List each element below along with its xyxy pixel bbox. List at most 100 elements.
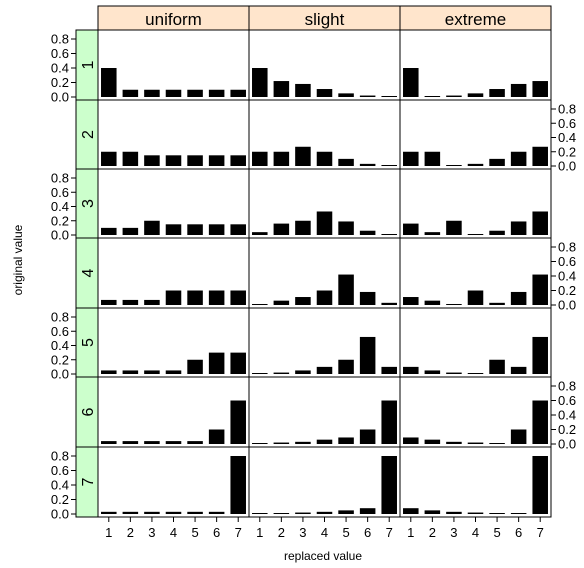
x-tick-label: 6 [515, 525, 522, 540]
y-tick-label: 0.2 [51, 213, 69, 228]
bar [446, 220, 462, 235]
column-strip [248, 5, 401, 31]
bar [532, 400, 548, 444]
bar [122, 89, 139, 97]
column-strip [97, 5, 250, 31]
y-tick-label: 0.8 [51, 449, 69, 464]
bar [467, 373, 484, 374]
x-tick-label: 4 [321, 525, 328, 540]
column-strip [399, 5, 552, 31]
bar [359, 336, 376, 374]
y-tick-label: 0.8 [51, 310, 69, 325]
y-tick-label: 0.4 [558, 408, 576, 423]
bar [338, 437, 354, 444]
y-tick-label: 0.0 [558, 298, 576, 313]
bar [208, 155, 225, 166]
bar [424, 370, 441, 374]
bar [489, 302, 505, 305]
bar [122, 511, 139, 514]
bar [381, 400, 397, 444]
bar [273, 372, 290, 374]
y-tick-label: 0.4 [51, 478, 69, 493]
bar [208, 224, 225, 235]
bar [144, 441, 160, 444]
bar [510, 83, 527, 97]
bar [403, 68, 419, 97]
y-tick-label: 0.6 [558, 116, 576, 131]
bar [295, 220, 311, 235]
bar [403, 366, 419, 374]
bar [273, 300, 290, 305]
bar [122, 227, 139, 235]
bar [338, 359, 354, 374]
column-strip-label: slight [305, 10, 345, 29]
bar [165, 155, 182, 166]
x-tick-label: 4 [170, 525, 177, 540]
x-tick-label: 1 [105, 525, 112, 540]
panel-frame [399, 376, 552, 448]
bar [295, 297, 311, 305]
y-tick-label: 0.4 [51, 199, 69, 214]
bar [532, 211, 548, 235]
row-strip-label: 5 [80, 338, 97, 347]
bar [122, 299, 139, 305]
x-tick-label: 6 [364, 525, 371, 540]
bar [510, 366, 527, 374]
bar [467, 442, 484, 444]
y-tick-label: 0.6 [558, 393, 576, 408]
y-tick-label: 0.2 [51, 352, 69, 367]
bar [381, 302, 397, 305]
bar [230, 89, 246, 97]
bar [510, 513, 527, 514]
bar [489, 513, 505, 514]
bar [316, 151, 333, 166]
bar [446, 95, 462, 97]
bar [424, 510, 441, 514]
bar [144, 511, 160, 514]
y-tick-label: 0.0 [51, 367, 69, 382]
bar [338, 221, 354, 235]
row-strip-label: 4 [80, 268, 97, 277]
bar [316, 439, 333, 444]
x-axis-label: replaced value [284, 549, 362, 563]
bar [446, 511, 462, 514]
bar [187, 224, 203, 235]
bar [403, 151, 419, 166]
bar [165, 441, 182, 444]
x-tick-label: 7 [537, 525, 544, 540]
bar [101, 441, 117, 444]
bar [101, 299, 117, 305]
bar [403, 437, 419, 444]
x-tick-label: 2 [429, 525, 436, 540]
y-tick-label: 0.8 [51, 32, 69, 47]
column-strip-label: extreme [445, 10, 506, 29]
bar [316, 366, 333, 374]
panel-grid [97, 29, 552, 518]
bar [273, 442, 290, 444]
x-tick-label: 3 [299, 525, 306, 540]
panel-frame [399, 307, 552, 378]
x-tick-label: 3 [450, 525, 457, 540]
bar [122, 441, 139, 444]
bar [252, 232, 268, 235]
bar [295, 370, 311, 374]
bar [446, 372, 462, 374]
bar [122, 151, 139, 166]
row-strip-label: 1 [80, 60, 97, 69]
y-tick-label: 0.8 [558, 379, 576, 394]
bar [187, 441, 203, 444]
bar [381, 366, 397, 374]
bar [403, 508, 419, 514]
bar [230, 224, 246, 235]
bar [381, 456, 397, 514]
bar [532, 456, 548, 514]
y-tick-label: 0.4 [558, 269, 576, 284]
y-tick-label: 0.6 [558, 254, 576, 269]
bar [467, 512, 484, 514]
bar [467, 234, 484, 235]
y-tick-label: 0.2 [558, 422, 576, 437]
bar [295, 146, 311, 166]
bar [187, 359, 203, 374]
row-strip-label: 2 [80, 130, 97, 139]
